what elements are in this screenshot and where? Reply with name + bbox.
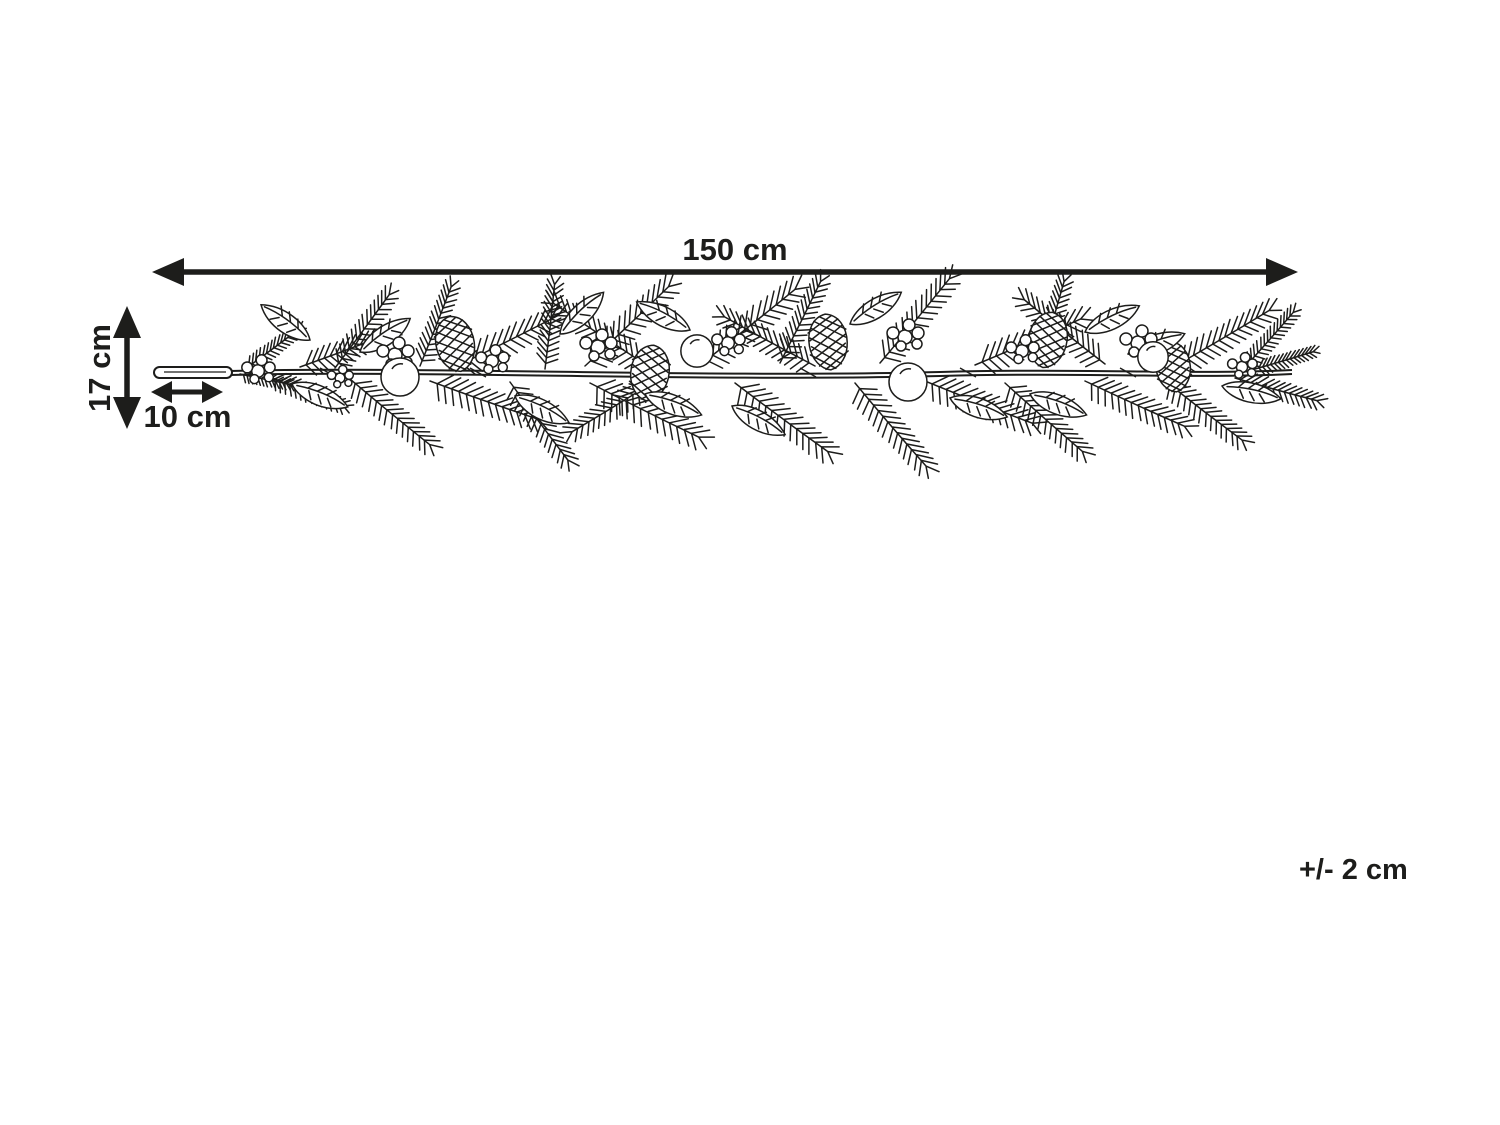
hanger-dimension-arrow — [151, 381, 223, 403]
length-dimension-arrow — [152, 258, 1298, 286]
length-dimension-label: 150 cm — [682, 232, 788, 267]
height-dimension-label: 17 cm — [82, 324, 117, 412]
hanger-dimension-label: 10 cm — [143, 399, 232, 434]
tolerance-label: +/- 2 cm — [1299, 854, 1408, 886]
hanger-loop — [153, 366, 233, 379]
garland-illustration — [153, 262, 1330, 492]
height-dimension-arrow — [113, 306, 141, 429]
